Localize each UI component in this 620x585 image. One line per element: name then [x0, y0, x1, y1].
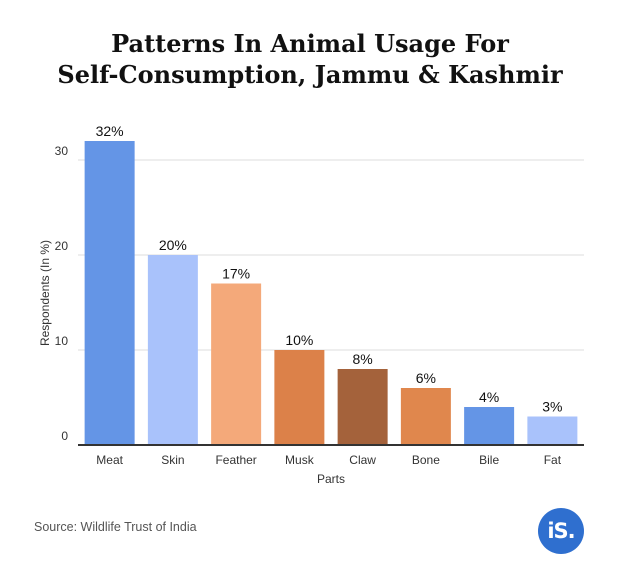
x-tick-label: Feather [215, 453, 256, 467]
data-label: 20% [159, 237, 187, 253]
bar-meat [84, 141, 135, 445]
data-label: 10% [285, 332, 313, 348]
data-label: 8% [353, 351, 373, 367]
chart-title-line-2: Self-Consumption, Jammu & Kashmir [57, 60, 563, 89]
x-tick-label: Bile [479, 453, 499, 467]
y-tick-label: 30 [55, 144, 69, 158]
x-tick-label: Meat [96, 453, 123, 467]
x-tick-label: Claw [349, 453, 376, 467]
bar-bone [400, 388, 451, 445]
data-label: 4% [479, 389, 499, 405]
x-axis-title: Parts [317, 472, 345, 486]
data-label: 17% [222, 266, 250, 282]
bar-fat [527, 416, 578, 445]
y-tick-label: 10 [55, 334, 69, 348]
bar-skin [147, 255, 198, 445]
bar-bile [464, 407, 515, 445]
y-tick-label: 0 [61, 429, 68, 443]
indiaspend-logo: iS. [538, 508, 584, 554]
bars [84, 141, 578, 445]
x-axis-ticks: Meat Skin Feather Musk Claw Bone Bile Fat [96, 453, 561, 467]
y-axis-ticks: 0 10 20 30 [55, 144, 69, 443]
bar-feather [211, 283, 262, 445]
data-labels: 32% 20% 17% 10% 8% 6% 4% 3% [96, 123, 563, 415]
source-note: Source: Wildlife Trust of India [34, 520, 197, 534]
x-tick-label: Fat [544, 453, 562, 467]
data-label: 6% [416, 370, 436, 386]
y-tick-label: 20 [55, 239, 69, 253]
y-axis-title: Respondents (In %) [38, 240, 52, 346]
bar-musk [274, 350, 325, 445]
data-label: 3% [542, 399, 562, 415]
x-tick-label: Musk [285, 453, 315, 467]
bar-claw [337, 369, 388, 445]
chart-title-line-1: Patterns In Animal Usage For [111, 29, 509, 58]
data-label: 32% [96, 123, 124, 139]
x-tick-label: Skin [161, 453, 184, 467]
chart-title: Patterns In Animal Usage For Self-Consum… [0, 28, 620, 90]
x-tick-label: Bone [412, 453, 440, 467]
